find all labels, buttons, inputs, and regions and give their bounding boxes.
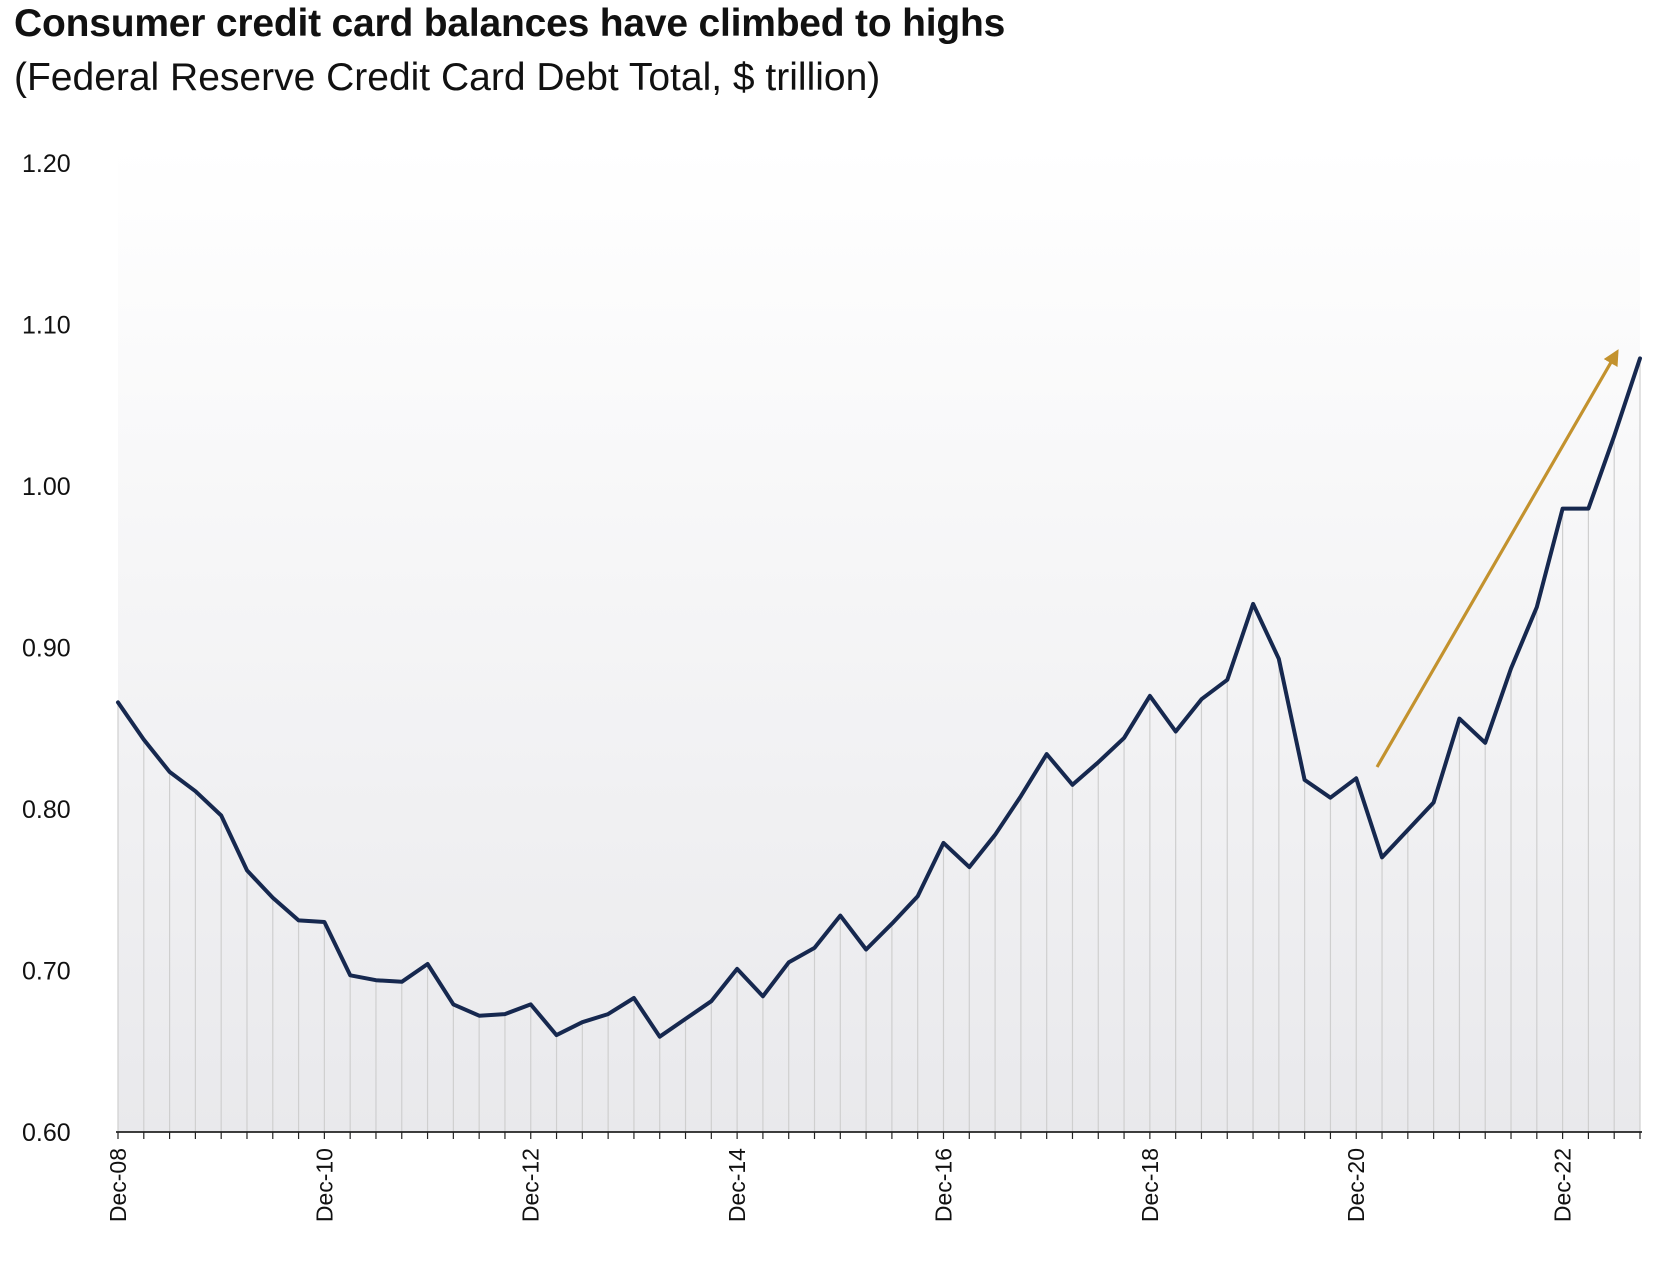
y-tick-label: 1.10 [22,312,71,340]
x-tick-label: Dec-08 [105,1148,131,1222]
y-tick-label: 0.80 [22,796,71,824]
series-line-group [116,356,1642,1039]
drop-lines [117,358,1641,1132]
y-tick-label: 0.70 [22,958,71,986]
chart-subtitle: (Federal Reserve Credit Card Debt Total,… [14,56,881,99]
x-tick-label: Dec-12 [518,1148,544,1222]
x-tick-label: Dec-18 [1137,1148,1163,1222]
x-tick-label: Dec-20 [1343,1148,1369,1222]
series-line [116,356,1642,1039]
plot-background [118,145,1640,1132]
x-tick-label: Dec-14 [724,1148,750,1222]
annotations [1375,349,1619,768]
x-tick-label: Dec-10 [311,1148,337,1222]
y-tick-label: 1.00 [22,473,71,501]
x-axis: Dec-08 Dec-10 Dec-12 Dec-14 Dec-16 Dec-18 Dec-… [105,1131,1642,1222]
y-tick-label: 1.20 [22,150,71,178]
chart-title: Consumer credit card balances have climb… [14,2,1006,45]
y-axis: 1.20 1.10 1.00 0.90 0.80 0.70 0.60 [22,150,71,1147]
x-tick-label: Dec-16 [930,1148,956,1222]
y-tick-label: 0.90 [22,635,71,663]
y-tick-label: 0.60 [22,1119,71,1147]
x-tick-label: Dec-22 [1550,1148,1576,1222]
trend-arrow [1375,349,1619,768]
